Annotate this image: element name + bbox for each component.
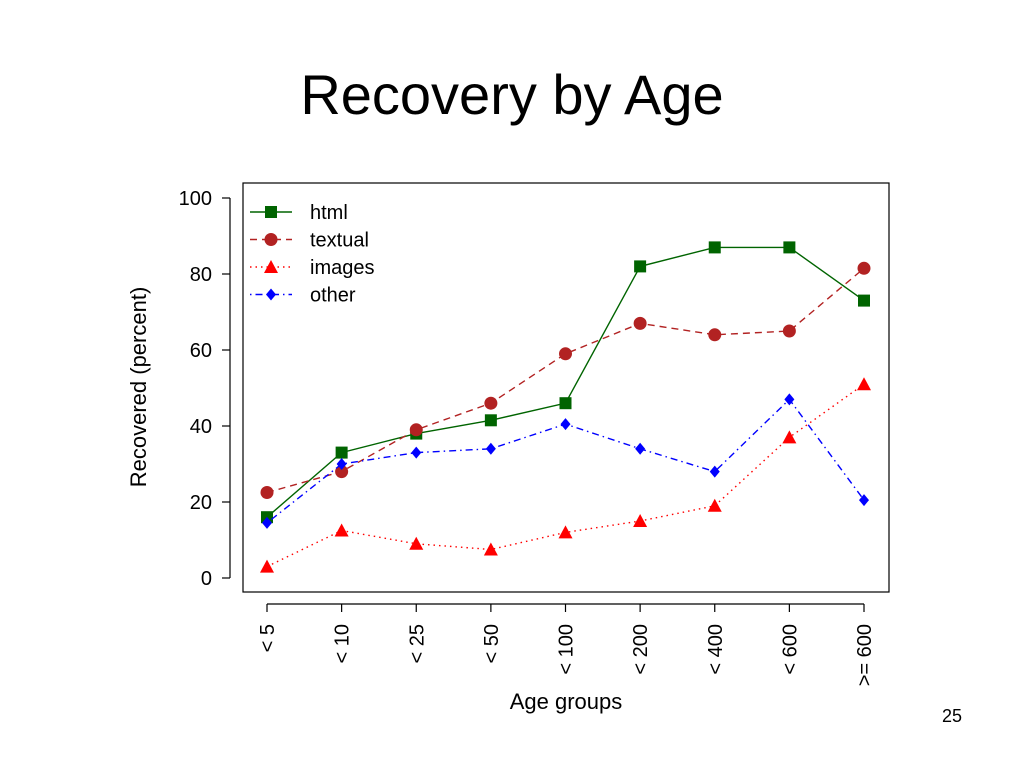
data-point-images [707,498,722,512]
legend-marker [266,288,276,301]
data-point-html [335,446,348,459]
data-point-other [262,516,272,529]
data-point-textual [484,396,498,410]
data-point-images [483,542,498,556]
series-line-html [266,246,865,518]
series-line-images [266,383,865,568]
x-tick-label: < 600 [779,624,801,675]
data-point-images [633,514,648,527]
data-point-html [858,294,870,307]
legend-marker [265,206,277,218]
x-tick-label: < 50 [481,624,503,663]
data-point-textual [633,316,647,330]
data-point-textual [782,324,796,338]
y-tick-label: 40 [190,416,212,438]
y-axis-label: Recovered (percent) [126,287,151,488]
data-point-other [859,494,869,507]
data-point-html [783,241,796,254]
slide-number: 25 [941,706,962,726]
legend-item-html: html [250,202,348,224]
y-tick-label: 60 [190,340,212,362]
series-line-other [266,398,865,524]
y-tick-label: 80 [190,264,212,286]
data-point-html [708,241,721,254]
plot-frame [242,182,890,593]
series-other [262,393,869,529]
legend-label: html [310,202,348,224]
data-point-textual [260,486,274,499]
y-tick-label: 20 [190,492,212,514]
x-tick-label: < 100 [556,624,578,675]
data-point-images [334,523,349,537]
y-tick-label: 0 [201,568,212,590]
legend-marker [264,260,278,273]
series-textual [260,261,871,499]
x-axis: < 5 < 10 < 25 < 50 < 100 < 200 < 400 < 600 >= 60… [257,603,876,686]
data-point-textual [857,261,871,275]
data-point-other [485,442,496,455]
data-point-textual [708,328,722,342]
x-tick-label: >= 600 [854,624,876,686]
series-images [260,377,871,573]
legend-item-other: other [250,285,356,307]
data-point-images [857,377,871,391]
x-tick-label: < 25 [406,624,428,663]
legend-label: textual [310,230,369,252]
x-axis-label: Age groups [510,689,623,714]
x-tick-label: < 10 [332,624,354,663]
x-tick-label: < 200 [630,624,652,675]
legend-item-textual: textual [250,230,369,252]
data-point-other [336,458,347,470]
data-point-other [784,393,795,406]
data-point-html [559,397,572,410]
data-point-other [411,446,422,459]
data-point-textual [335,465,349,479]
data-point-textual [409,423,423,437]
data-point-textual [559,347,572,361]
legend-label: images [310,257,374,279]
data-point-other [635,442,646,455]
data-point-other [560,418,571,431]
data-point-images [782,430,797,444]
x-tick-label: < 5 [257,624,279,652]
data-point-other [709,465,720,478]
legend-marker [264,233,278,246]
legend-item-images: images [250,257,374,279]
y-axis: 0 20 40 60 80 100 [179,188,231,590]
y-tick-label: 100 [179,188,212,210]
series-line-textual [266,267,865,494]
data-point-images [409,536,424,550]
data-point-html [484,414,497,427]
x-tick-label: < 400 [705,624,727,675]
slide-title: Recovery by Age [300,63,724,126]
series-layer [260,241,871,573]
data-point-html [634,260,647,273]
legend: html textual images other [250,202,374,307]
legend-label: other [310,285,356,307]
data-point-images [558,525,573,539]
data-point-images [260,559,274,573]
